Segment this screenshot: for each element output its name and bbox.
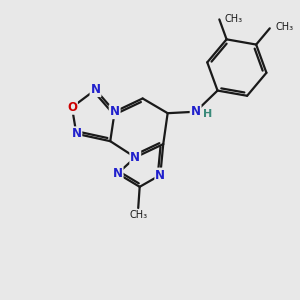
Text: H: H (203, 109, 213, 119)
Text: N: N (190, 105, 201, 118)
Text: O: O (67, 101, 77, 114)
Text: CH₃: CH₃ (275, 22, 293, 32)
Text: N: N (110, 105, 120, 118)
Text: N: N (155, 169, 165, 182)
Text: CH₃: CH₃ (129, 210, 147, 220)
Text: N: N (112, 167, 123, 180)
Text: N: N (71, 127, 81, 140)
Text: N: N (91, 83, 100, 96)
Text: N: N (130, 151, 140, 164)
Text: CH₃: CH₃ (225, 14, 243, 24)
